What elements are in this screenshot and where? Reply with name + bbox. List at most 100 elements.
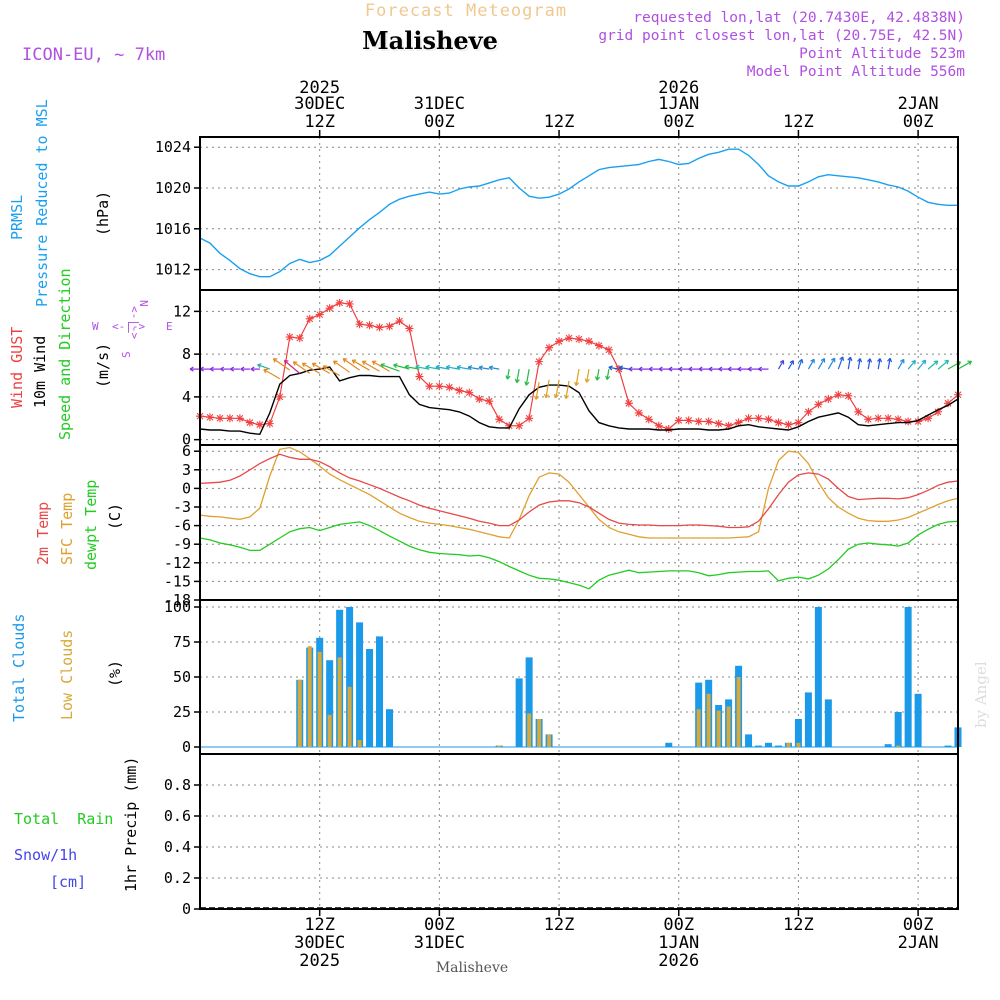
gust-marker bbox=[375, 323, 384, 332]
wind-arrow-head bbox=[404, 364, 409, 370]
temp-ytick-label: -12 bbox=[164, 554, 191, 572]
bottom-date-label: 1JAN bbox=[658, 933, 699, 953]
top-hour-label: 00Z bbox=[424, 112, 455, 132]
wind-arrow-head bbox=[747, 366, 752, 372]
wind-ytick-label: 12 bbox=[173, 302, 191, 320]
pressure-ytick-label: 1024 bbox=[155, 138, 191, 156]
gust-marker bbox=[664, 424, 673, 433]
total-cloud-bar bbox=[814, 607, 822, 747]
footer-location: Malisheve bbox=[436, 960, 508, 976]
gust-marker bbox=[475, 395, 484, 404]
low-cloud-bar bbox=[297, 679, 302, 747]
wind-arrow-head bbox=[467, 365, 473, 371]
wind-arrow bbox=[807, 358, 815, 370]
wind-arrow bbox=[273, 358, 291, 371]
wind-arrow-head bbox=[524, 381, 530, 386]
wind-arrow-head bbox=[229, 366, 235, 372]
gust-marker bbox=[654, 421, 663, 430]
low-cloud-bar bbox=[527, 713, 532, 747]
wind-arrow bbox=[797, 359, 803, 370]
cloud-ytick-label: 25 bbox=[173, 703, 191, 721]
wind-arrow bbox=[372, 360, 390, 372]
wind-arrow bbox=[425, 366, 440, 370]
gust-marker bbox=[265, 419, 274, 428]
gust-marker bbox=[674, 416, 683, 425]
gust-marker bbox=[634, 408, 643, 417]
gust-marker bbox=[794, 418, 803, 427]
gust-marker bbox=[924, 414, 933, 423]
precip-ytick-label: 0.6 bbox=[164, 807, 191, 825]
pressure-ytick-label: 1012 bbox=[155, 261, 191, 279]
wind-arrow bbox=[555, 379, 560, 398]
gust-marker bbox=[914, 417, 923, 426]
gust-marker bbox=[874, 414, 883, 423]
wind-arrow bbox=[867, 358, 871, 370]
wind-gust-label: Wind GUST bbox=[8, 327, 26, 408]
wind-arrow-head bbox=[322, 365, 328, 370]
wind-arrow-head bbox=[595, 376, 601, 381]
wind-arrow-head bbox=[250, 366, 255, 372]
wind-arrow-head bbox=[505, 375, 511, 380]
gust-marker bbox=[744, 414, 753, 423]
wind-arrow-head bbox=[921, 359, 927, 365]
wind-arrow-head bbox=[708, 366, 713, 372]
snow-unit-label: [cm] bbox=[50, 873, 86, 891]
gust-marker bbox=[724, 421, 733, 430]
top-date-label: 31DEC bbox=[414, 94, 465, 114]
wind-arrow-head bbox=[514, 378, 520, 384]
wind-arrow-head bbox=[361, 360, 367, 366]
gust-marker bbox=[355, 320, 364, 329]
wind-arrow-head bbox=[608, 365, 613, 371]
temp-ytick-label: 6 bbox=[182, 442, 191, 460]
top-hour-label: 00Z bbox=[903, 112, 934, 132]
total-cloud-bar bbox=[665, 742, 673, 747]
wind-arrow-head bbox=[574, 381, 580, 387]
wind-arrow bbox=[927, 360, 939, 370]
wind-arrow-head bbox=[658, 366, 663, 372]
wind-arrow-head bbox=[911, 359, 916, 365]
gust-marker bbox=[944, 399, 953, 408]
wind-arrow-head bbox=[779, 359, 785, 365]
gust-marker bbox=[644, 415, 653, 424]
wind-arrow bbox=[535, 381, 540, 400]
temp-ytick-label: -9 bbox=[173, 535, 191, 553]
bottom-date-label: 31DEC bbox=[414, 933, 465, 953]
wind-panel: 0 4 8 12 bbox=[173, 289, 973, 449]
gust-marker bbox=[525, 414, 534, 423]
wind-arrow bbox=[362, 360, 380, 372]
wind-arrow bbox=[312, 362, 330, 374]
wind-arrow-head bbox=[445, 364, 451, 370]
gust-marker bbox=[784, 420, 793, 429]
wind-arrow bbox=[565, 380, 570, 399]
wind-arrow-head bbox=[933, 360, 939, 365]
gust-marker bbox=[315, 310, 324, 319]
location-title-front: Malisheve bbox=[362, 26, 498, 55]
precip-panel: 0 0.2 0.4 0.6 0.8 bbox=[164, 753, 959, 918]
wind-speed-dir-label: Speed and Direction bbox=[56, 268, 74, 440]
wind-arrow-head bbox=[678, 366, 683, 372]
pressure-ytick-label: 1016 bbox=[155, 220, 191, 238]
wind-arrow-head bbox=[810, 358, 815, 364]
total-cloud-bar bbox=[894, 712, 902, 747]
gust-marker bbox=[704, 417, 713, 426]
wind-arrow-head bbox=[311, 362, 317, 368]
wind-arrow-head bbox=[628, 366, 633, 372]
wind-arrow-head bbox=[415, 364, 420, 370]
total-rain-label: Total Rain bbox=[14, 810, 113, 828]
wind-arrow-head bbox=[425, 364, 430, 370]
wind-arrow-head bbox=[798, 358, 804, 364]
gust-marker bbox=[824, 395, 833, 404]
wind-arrow-head bbox=[543, 393, 549, 399]
low-cloud-bar bbox=[497, 745, 502, 747]
wind-arrow bbox=[937, 359, 949, 370]
gust-marker bbox=[774, 418, 783, 427]
wind-arrow bbox=[847, 356, 851, 370]
gust-marker bbox=[854, 407, 863, 416]
bottom-hour-label: 00Z bbox=[903, 915, 934, 935]
low-cloud-bar bbox=[796, 742, 801, 747]
wind-arrow-head bbox=[292, 361, 298, 366]
temp-2m-label: 2m Temp bbox=[34, 502, 52, 565]
wind-arrow-head bbox=[478, 365, 483, 371]
point-altitude: Point Altitude 523m bbox=[799, 46, 965, 62]
